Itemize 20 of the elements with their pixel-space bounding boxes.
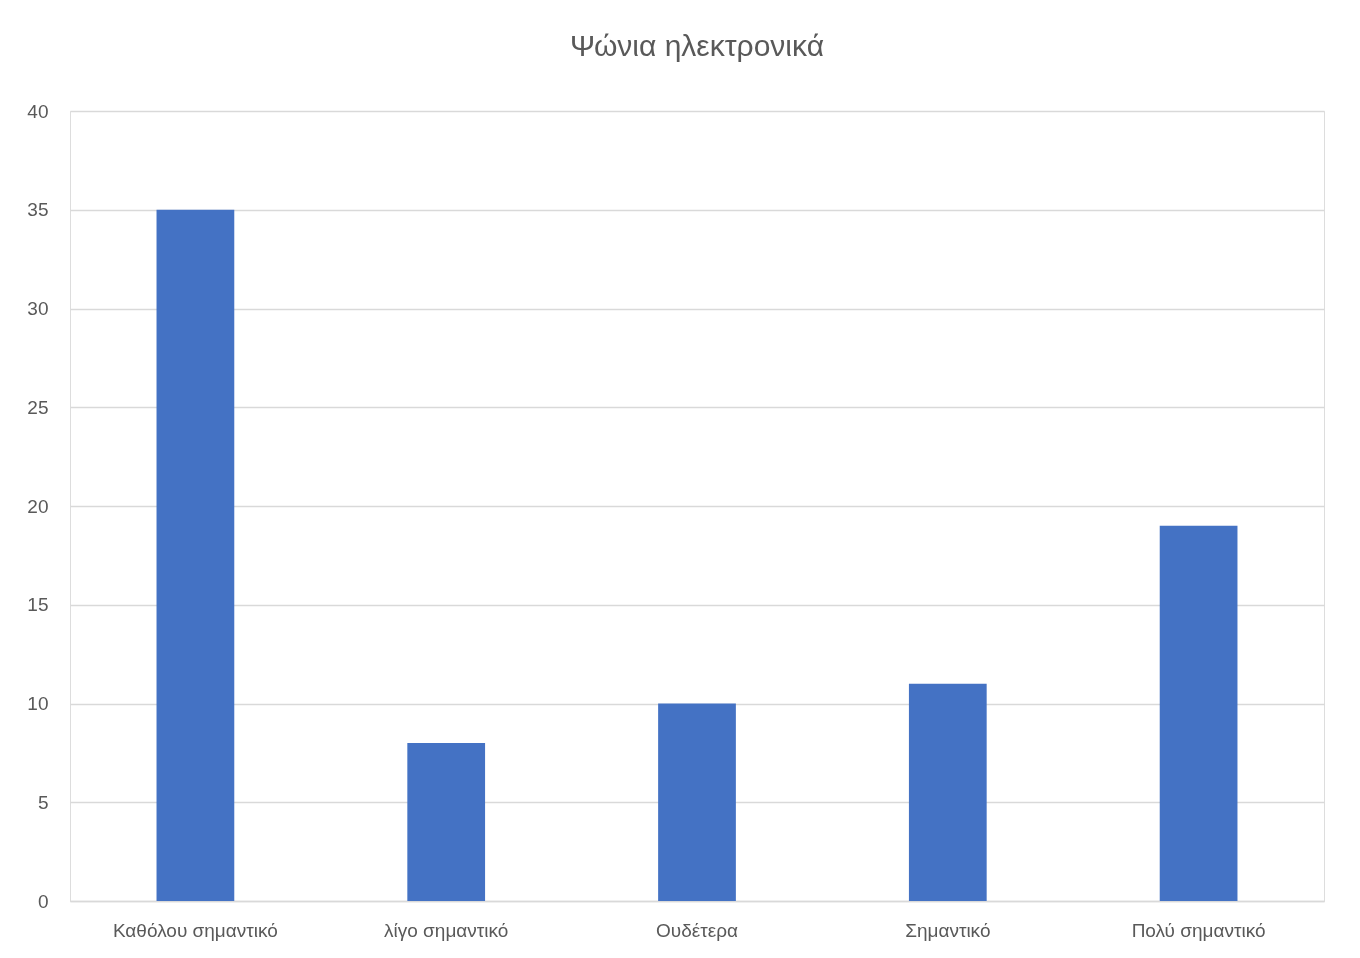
- y-tick-label: 25: [27, 396, 49, 418]
- y-tick-label: 20: [27, 495, 49, 517]
- bar: [658, 703, 736, 901]
- bar: [156, 209, 235, 901]
- chart-title: Ψώνια ηλεκτρονικά: [570, 29, 824, 62]
- y-tick-label: 5: [37, 791, 49, 813]
- bar: [407, 743, 486, 901]
- y-tick-label: 0: [37, 890, 49, 912]
- x-tick-label: Καθόλου σημαντικό: [112, 919, 278, 941]
- bar: [908, 683, 987, 901]
- x-tick-label: Σημαντικό: [905, 919, 991, 941]
- x-tick-label: Ουδέτερα: [656, 919, 739, 941]
- bar: [1159, 525, 1238, 901]
- y-tick-label: 10: [27, 693, 49, 714]
- y-tick-label: 15: [27, 594, 49, 616]
- x-tick-label: Πολύ σημαντικό: [1131, 919, 1266, 941]
- y-tick-label: 35: [27, 199, 49, 221]
- y-tick-label: 30: [27, 298, 49, 319]
- y-tick-label: 40: [27, 100, 49, 122]
- x-tick-label: λίγο σημαντικό: [384, 919, 509, 941]
